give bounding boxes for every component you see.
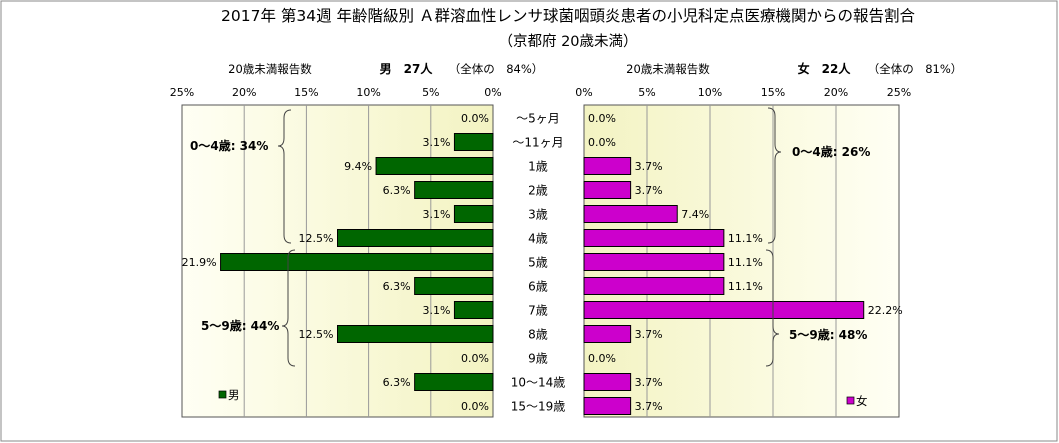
female-tick-label: 0% [575,86,592,99]
female-bar [583,181,632,199]
male-bar [414,181,494,199]
legend-female-swatch [846,396,855,405]
female-value-label: 0.0% [588,112,616,125]
male-bar [453,301,494,319]
legend-male-swatch [218,390,227,399]
female-value-label: 22.2% [868,304,903,317]
female-group-label-5-9: 5～9歳: 48% [789,327,867,342]
male-value-label: 3.1% [422,136,450,149]
male-header-count: 男 27人 [380,61,434,76]
female-tick-label: 25% [887,86,911,99]
female-value-label: 3.7% [635,184,663,197]
female-tick-label: 5% [638,86,655,99]
male-group-brace-0-4 [277,109,292,244]
female-bar [583,325,632,343]
male-bar [453,133,494,151]
category-label: 1歳 [528,160,548,174]
male-value-label: 3.1% [422,208,450,221]
male-group-label-5-9: 5～9歳: 44% [201,318,279,333]
female-bar [583,277,725,295]
female-group-label-0-4: 0～4歳: 26% [792,144,870,159]
male-tick-label: 20% [232,86,256,99]
female-value-label: 3.7% [635,400,663,413]
tick-labels: 0% 0% 5% 5% 10% 10% 15% 15% 20% 20% 25% 25% [170,86,911,99]
female-tick-label: 10% [698,86,722,99]
female-bar [583,301,865,319]
category-label: 9歳 [528,352,548,366]
female-value-label: 0.0% [588,352,616,365]
male-group-brace-5-9 [281,249,296,367]
category-label: 2歳 [528,184,548,198]
female-group-brace-5-9 [765,249,780,367]
female-tick-label: 15% [761,86,785,99]
male-value-label: 6.3% [383,280,411,293]
female-bar [583,229,725,247]
male-bar [337,325,494,343]
male-tick-label: 5% [422,86,439,99]
male-bar [375,157,494,175]
legend-male-label: 男 [228,388,240,402]
category-label: ～5ヶ月 [516,112,560,126]
female-bar [583,397,632,415]
female-value-label: 3.7% [635,160,663,173]
category-label: 4歳 [528,232,548,246]
category-label: 10～14歳 [511,376,566,390]
female-value-label: 11.1% [728,232,763,245]
female-bar [583,205,678,223]
male-bar [414,373,494,391]
category-label: 3歳 [528,208,548,222]
male-bar [453,205,494,223]
chart-title: 2017年 第34週 年齢階級別 Ａ群溶血性レンサ球菌咽頭炎患者の小児科定点医療… [221,7,915,25]
legend-female-label: 女 [856,394,868,408]
category-label: 6歳 [528,280,548,294]
male-value-label: 6.3% [383,184,411,197]
male-value-label: 6.3% [383,376,411,389]
category-label: 8歳 [528,328,548,342]
category-labels: ～5ヶ月 ～11ヶ月 1歳 2歳 3歳 4歳 5歳 6歳 7歳 8歳 9歳 10～14歳 15～19歳 [511,112,566,414]
female-value-label: 3.7% [635,376,663,389]
female-value-label: 7.4% [681,208,709,221]
female-group-brace-0-4 [767,107,782,244]
category-label: 15～19歳 [511,400,566,414]
category-label: 5歳 [528,256,548,270]
data-labels: 0.0% 0.0% 3.1% 0.0% 9.4% 3.7% 6.3% 3.7% 3.1% 7.4%… [182,112,903,413]
male-bar [220,253,494,271]
female-bar [583,157,632,175]
female-bar [583,253,725,271]
male-value-label: 9.4% [344,160,372,173]
male-value-label: 0.0% [461,352,489,365]
male-value-label: 21.9% [182,256,217,269]
female-value-label: 11.1% [728,280,763,293]
male-header-share: （全体の 84%） [449,62,544,76]
female-header-count: 女 22人 [798,61,852,76]
bars [220,133,865,415]
chart-subtitle: （京都府 20歳未満） [498,33,637,50]
male-group-label-0-4: 0～4歳: 34% [190,138,268,153]
male-value-label: 12.5% [299,328,334,341]
male-value-label: 3.1% [422,304,450,317]
female-value-label: 3.7% [635,328,663,341]
male-value-label: 12.5% [299,232,334,245]
male-tick-label: 0% [484,86,501,99]
male-bar [337,229,494,247]
female-value-label: 11.1% [728,256,763,269]
male-value-label: 0.0% [461,400,489,413]
female-tick-label: 20% [824,86,848,99]
category-label: ～11ヶ月 [512,136,563,150]
male-header-label: 20歳未満報告数 [228,62,312,76]
female-header-label: 20歳未満報告数 [626,62,710,76]
male-bar [414,277,494,295]
female-header-share: （全体の 81%） [868,62,963,76]
male-tick-label: 15% [294,86,318,99]
category-label: 7歳 [528,304,548,318]
male-tick-label: 25% [170,86,194,99]
male-tick-label: 10% [356,86,380,99]
male-value-label: 0.0% [461,112,489,125]
female-bar [583,373,632,391]
female-value-label: 0.0% [588,136,616,149]
